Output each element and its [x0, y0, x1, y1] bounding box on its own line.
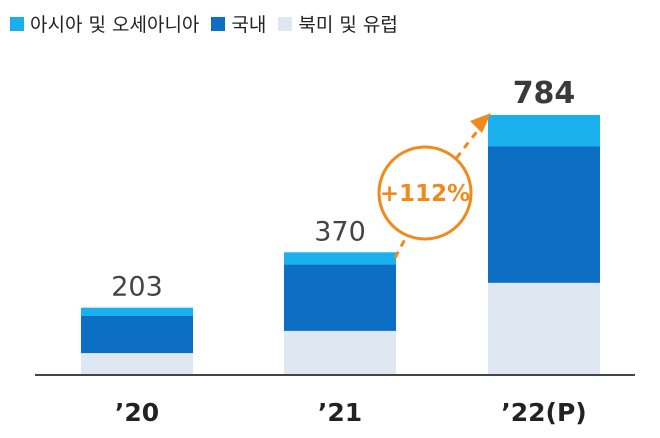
- bar-segment-2-1: [488, 146, 600, 283]
- growth-circle: [377, 145, 473, 241]
- bar-group: [81, 115, 600, 375]
- legend-label-asia: 아시아 및 오세아니아: [30, 14, 200, 36]
- bar-segment-0-0: [81, 353, 193, 375]
- x-tick-label-0: ’20: [115, 398, 159, 427]
- x-tick-label-1: ’21: [318, 398, 362, 427]
- bar-total-label-0: 203: [111, 272, 163, 303]
- legend-item-na-europe: 북미 및 유럽: [278, 10, 398, 37]
- bar-segment-2-0: [488, 282, 600, 375]
- legend-swatch-asia: [10, 16, 24, 31]
- legend-swatch-na-europe: [278, 16, 293, 31]
- legend-item-asia: 아시아 및 오세아니아: [10, 10, 199, 37]
- legend-item-domestic: 국내: [211, 10, 266, 37]
- bar-segment-1-0: [284, 330, 396, 375]
- legend-label-domestic: 국내: [231, 14, 267, 36]
- bar-total-label-1: 370: [314, 216, 366, 247]
- legend-label-na-europe: 북미 및 유럽: [298, 14, 398, 36]
- x-tick-label-2: ’22(P): [501, 398, 586, 427]
- chart-legend: 아시아 및 오세아니아 국내 북미 및 유럽: [10, 10, 410, 37]
- bar-segment-0-1: [81, 315, 193, 354]
- bar-segment-0-2: [81, 307, 193, 316]
- bar-total-label-2: 784: [513, 76, 576, 111]
- bar-segment-1-2: [284, 252, 396, 265]
- legend-swatch-domestic: [211, 16, 226, 31]
- bar-segment-1-1: [284, 264, 396, 331]
- growth-arrowhead: [470, 113, 491, 133]
- growth-label: +112%: [380, 181, 470, 207]
- label-group: 203 ’20 370 ’21 784 ’22(P): [111, 76, 587, 427]
- bar-segment-2-2: [488, 115, 600, 147]
